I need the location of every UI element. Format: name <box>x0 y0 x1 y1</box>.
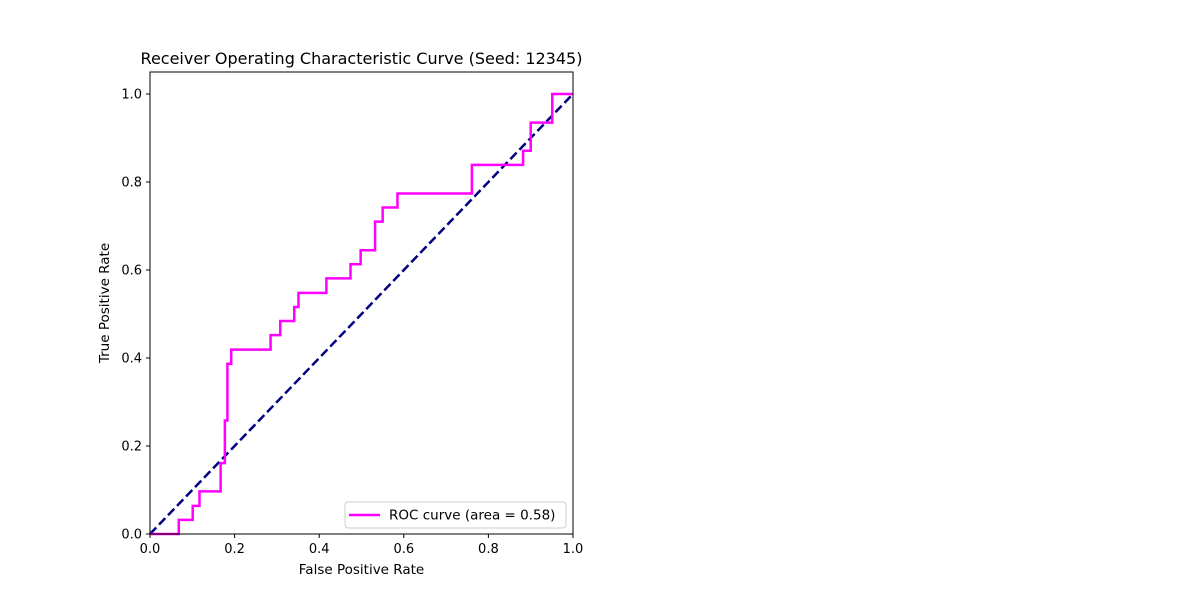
axes-background <box>150 72 573 534</box>
plot-area <box>149 71 574 536</box>
x-tick-label: 0.8 <box>478 542 499 557</box>
chance-diagonal-line <box>149 93 574 535</box>
x-axis-ticks: 0.0 0.2 0.4 0.6 0.8 1.0 <box>140 534 584 557</box>
legend-label-roc: ROC curve (area = 0.58) <box>389 508 555 524</box>
y-tick-label: 0.8 <box>121 176 142 191</box>
legend: ROC curve (area = 0.58) <box>344 501 567 529</box>
legend-box <box>344 501 567 529</box>
x-tick-label: 0.4 <box>309 542 330 557</box>
x-tick-label: 0.2 <box>224 542 245 557</box>
roc-curve-line <box>150 92 573 536</box>
axes-frame <box>149 71 574 535</box>
x-tick-label: 0.6 <box>393 542 414 557</box>
series-layer <box>149 92 574 536</box>
x-tick-label: 1.0 <box>563 542 584 557</box>
y-tick-label: 0.2 <box>121 440 142 455</box>
x-tick-label: 0.0 <box>140 542 161 557</box>
y-tick-label: 0.0 <box>121 528 142 543</box>
y-tick-label: 1.0 <box>121 88 142 103</box>
chart-title: Receiver Operating Characteristic Curve … <box>141 49 583 68</box>
y-axis-label: True Positive Rate <box>97 243 113 364</box>
y-tick-label: 0.4 <box>121 352 142 367</box>
x-axis-label: False Positive Rate <box>299 562 424 578</box>
y-tick-label: 0.6 <box>121 264 142 279</box>
y-axis-ticks: 0.0 0.2 0.4 0.6 0.8 1.0 <box>121 88 150 543</box>
